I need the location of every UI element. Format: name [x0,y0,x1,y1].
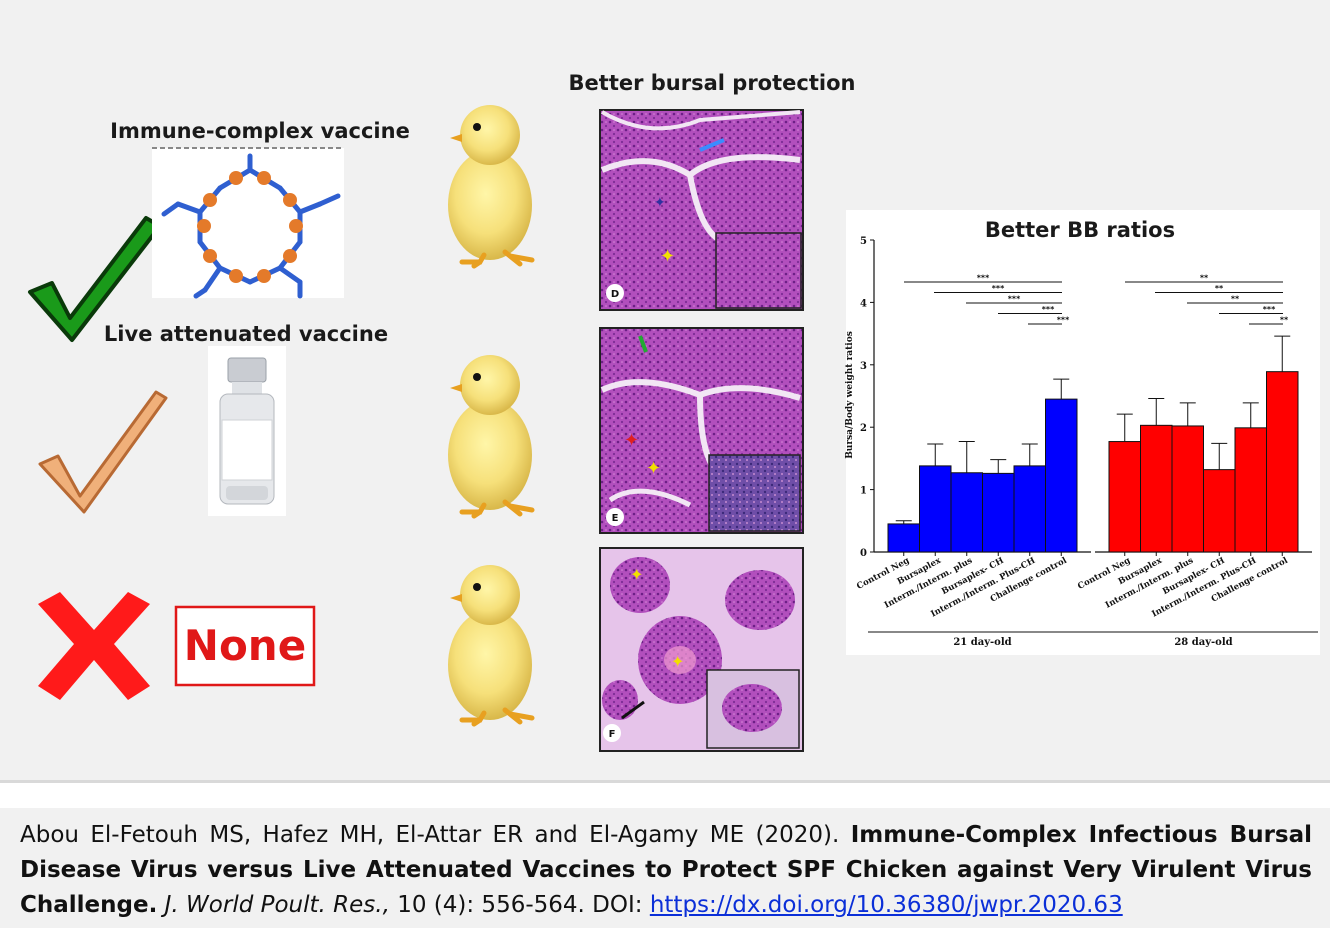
svg-text:✦: ✦ [646,458,661,479]
immune-complex-diagram-icon [152,147,344,299]
chart-ylabel: Bursa/Body weight ratios [845,331,855,459]
significance-mark: ** [1231,295,1240,304]
significance-mark: ** [1280,316,1289,325]
bar [1108,441,1141,553]
histology-panel-e: ✦ ✦ E [599,327,804,534]
y-tick-label: 5 [860,236,867,247]
chick-icon [448,105,535,269]
abstract-drawing: Immune-complex vaccine Live attenuated v… [28,71,1320,752]
panel-f-label: F [609,729,616,740]
significance-mark: *** [1008,295,1021,304]
chick-icon [448,355,535,519]
chart-title: Better BB ratios [985,218,1175,242]
y-tick-label: 2 [860,423,867,434]
significance-mark: *** [977,274,990,283]
none-label: None [184,621,306,670]
chick-icon [448,565,535,727]
svg-text:✦: ✦ [660,246,675,267]
none-box: None [174,605,316,687]
significance-mark: ** [1200,274,1209,283]
bar [982,472,1015,553]
y-tick-label: 1 [860,486,867,497]
bar [887,523,920,553]
citation-journal: J. World Poult. Res., [164,892,390,918]
y-tick-label: 0 [860,548,867,559]
panel-e-label: E [612,513,619,524]
orange-check-icon [38,390,168,514]
significance-mark: ** [1215,284,1224,293]
doi-link[interactable]: https://dx.doi.org/10.36380/jwpr.2020.63 [649,892,1123,918]
citation-volume: 10 (4): 556-564. DOI: [397,892,643,918]
green-check-icon [28,216,162,342]
live-attenuated-label: Live attenuated vaccine [104,322,388,346]
group-label: 28 day-old [1174,637,1232,648]
significance-mark: *** [992,284,1005,293]
panel-d-label: D [611,289,619,300]
bar [919,465,952,553]
vaccine-vial-icon [208,346,286,516]
citation-text: Abou El-Fetouh MS, Hafez MH, El-Attar ER… [20,818,1312,923]
svg-text:✦: ✦ [630,565,643,584]
red-cross-icon [38,592,150,700]
citation-title: Immune-Complex Infectious Bursal Disease… [20,822,1313,918]
histology-panel-f: ✦ ✦ F [599,547,804,752]
svg-text:✦: ✦ [671,652,684,671]
bar [1266,371,1299,553]
bursal-title: Better bursal protection [569,71,856,95]
abstract-divider [0,780,1330,783]
histology-panel-d: ✦ ✦ D [599,109,804,311]
citation-box: Abou El-Fetouh MS, Hafez MH, El-Attar ER… [0,808,1330,928]
svg-text:✦: ✦ [624,430,639,451]
significance-mark: *** [1042,305,1055,314]
citation-authors: Abou El-Fetouh MS, Hafez MH, El-Attar ER… [20,822,840,848]
immune-complex-label: Immune-complex vaccine [110,119,410,143]
svg-text:✦: ✦ [654,195,666,211]
bar [950,472,983,553]
significance-mark: *** [1057,316,1070,325]
significance-mark: *** [1263,305,1276,314]
y-tick-label: 4 [860,298,867,309]
group-label: 21 day-old [953,637,1011,648]
bar [1045,398,1078,553]
bar [1234,427,1267,553]
bar [1013,465,1046,553]
bar [1203,469,1236,553]
bar [1140,424,1173,553]
y-tick-label: 3 [860,361,867,372]
bar [1171,425,1204,553]
